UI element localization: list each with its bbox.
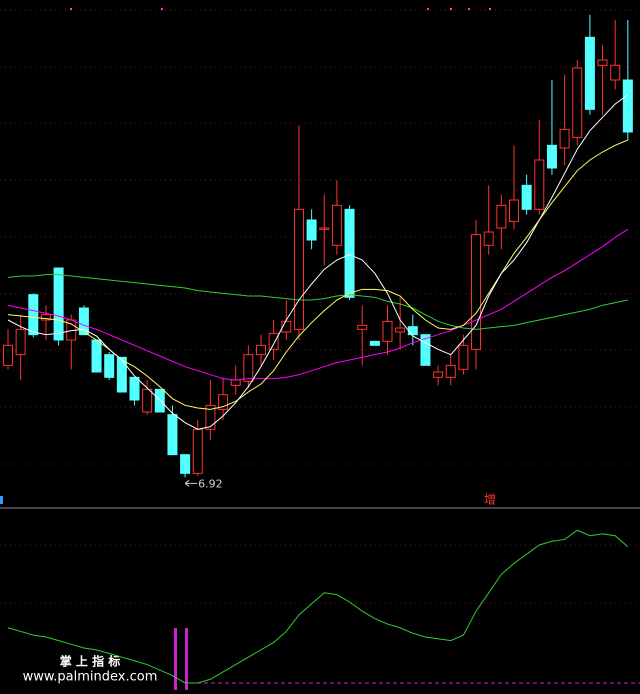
ma-line [7,94,629,430]
candle-body [509,199,519,222]
candle-body [458,344,469,370]
signal-bar [174,628,177,690]
candle-body [129,376,140,401]
candle-body [53,267,64,341]
candle-body [268,332,279,350]
candle-body [559,128,570,149]
signal-bar [185,628,188,690]
candle-body [357,324,368,330]
candle-body [534,159,545,210]
ma-line [7,228,629,381]
candle-body [116,356,127,393]
candle-body [572,67,583,138]
candle-body [3,344,13,366]
candle-body [180,454,191,474]
candle-body [395,327,406,333]
indicator-line [7,529,629,684]
candle-body [483,231,494,246]
candle-body [78,307,89,336]
candle-body [293,208,304,330]
candle-body [622,79,633,133]
candle-body [597,59,608,66]
candle-body [91,339,102,373]
candle-body [344,208,355,298]
candle-body [167,414,178,456]
candle-body [420,334,431,366]
candle-body [496,204,507,229]
candle-body [142,388,153,413]
candle-body [243,354,254,382]
ma-line [7,274,628,330]
candle-body [433,371,444,378]
candle-body [192,428,203,474]
candle-body [546,144,557,169]
candle-body [28,294,39,336]
candle-body [306,219,317,241]
candle-body [610,64,621,81]
candle-body [40,314,51,321]
low-label: 6.92 [198,477,223,490]
candle-body [256,344,266,356]
candle-body [407,326,418,336]
marker [0,496,3,504]
signal-label: 增 [484,493,496,507]
low-arrow [184,479,198,487]
candle-body [382,320,393,342]
candle-body [218,394,229,410]
candle-body [15,328,26,356]
candle-body [319,227,330,230]
candle-body [445,364,456,378]
watermark-url: www.palmindex.com [23,670,158,685]
candle-body [104,354,115,378]
top-dots [70,8,491,10]
candle-body [471,234,482,350]
candle-body [331,204,342,246]
watermark-title: 掌 上 指 标 [60,654,121,669]
candle-body [521,184,532,210]
candle-body [584,36,595,110]
candle-body [205,404,216,430]
candle-body [230,379,241,386]
candle-body [369,340,380,346]
candle-body [281,320,292,333]
